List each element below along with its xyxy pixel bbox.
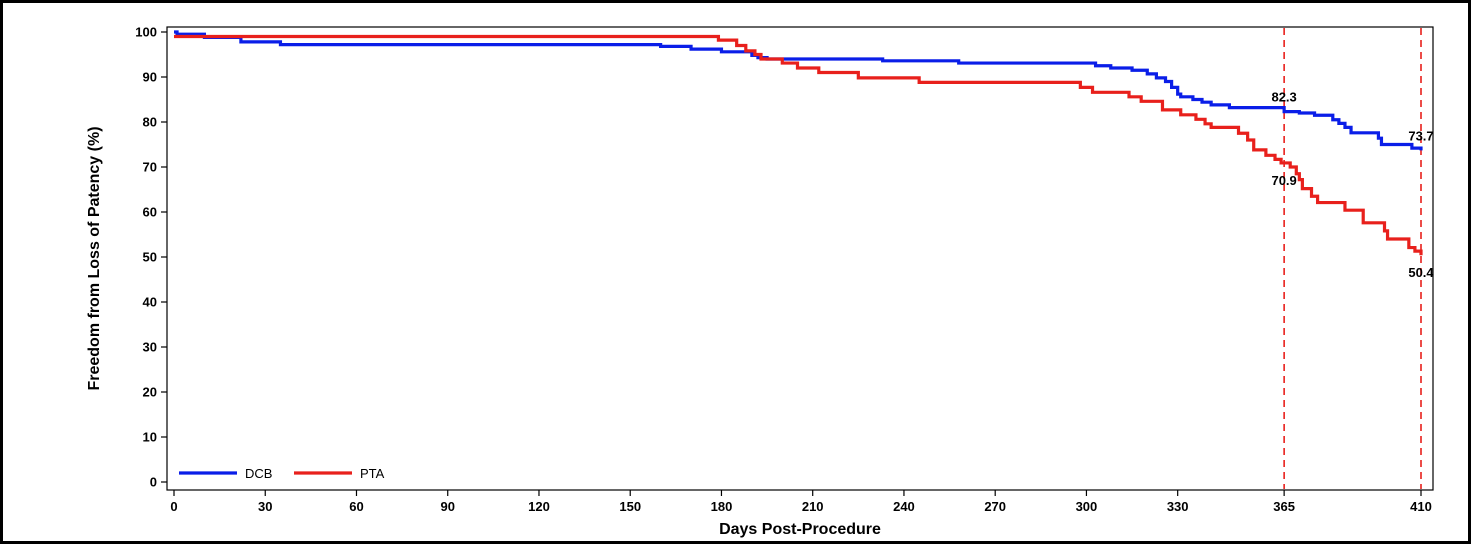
x-axis-title: Days Post-Procedure <box>719 521 881 538</box>
x-tick-label-240: 240 <box>893 499 915 514</box>
y-axis-title: Freedom from Loss of Patency (%) <box>86 126 103 390</box>
x-tick-label-210: 210 <box>802 499 824 514</box>
x-tick-label-300: 300 <box>1076 499 1098 514</box>
y-tick-label-100: 100 <box>135 25 157 40</box>
y-tick-label-90: 90 <box>143 70 157 85</box>
x-tick-label-180: 180 <box>711 499 733 514</box>
series-line-dcb <box>174 30 1423 151</box>
x-tick-label-410: 410 <box>1410 499 1432 514</box>
x-tick-label-120: 120 <box>528 499 550 514</box>
x-tick-label-60: 60 <box>349 499 363 514</box>
x-tick-label-270: 270 <box>984 499 1006 514</box>
x-tick-label-30: 30 <box>258 499 272 514</box>
x-tick-label-150: 150 <box>619 499 641 514</box>
y-tick-label-60: 60 <box>143 205 157 220</box>
y-tick-label-70: 70 <box>143 160 157 175</box>
annotation-82-3: 82.3 <box>1271 90 1296 105</box>
series-line-pta <box>174 34 1423 256</box>
y-tick-label-0: 0 <box>150 475 157 490</box>
x-tick-label-330: 330 <box>1167 499 1189 514</box>
y-tick-label-30: 30 <box>143 340 157 355</box>
legend-label-pta: PTA <box>360 466 385 481</box>
y-tick-label-50: 50 <box>143 250 157 265</box>
annotation-70-9: 70.9 <box>1271 173 1296 188</box>
y-tick-label-20: 20 <box>143 385 157 400</box>
plot-area-frame <box>166 26 1434 491</box>
x-tick-label-90: 90 <box>440 499 454 514</box>
legend-label-dcb: DCB <box>245 466 272 481</box>
x-tick-label-0: 0 <box>170 499 177 514</box>
annotation-50-4: 50.4 <box>1408 265 1434 280</box>
annotation-73-7: 73.7 <box>1408 128 1433 143</box>
survival-chart: 0 30 60 90 120 150 180 210 240 270 300 330 365 410 0 10… <box>86 25 1434 539</box>
y-tick-label-80: 80 <box>143 115 157 130</box>
y-tick-label-40: 40 <box>143 295 157 310</box>
y-tick-label-10: 10 <box>143 430 157 445</box>
x-tick-label-365: 365 <box>1273 499 1295 514</box>
